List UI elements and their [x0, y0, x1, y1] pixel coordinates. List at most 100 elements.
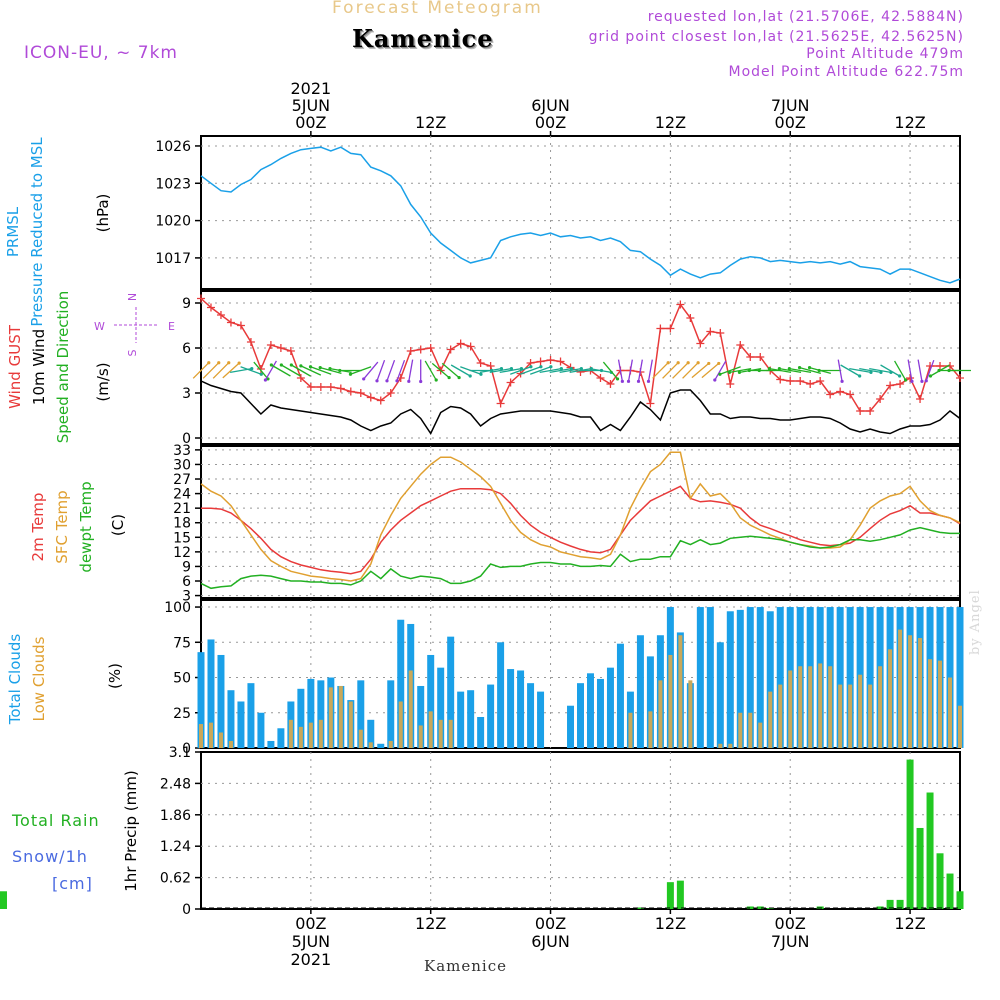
- y-tick-label: 6: [182, 574, 191, 590]
- low-cloud-bar: [338, 685, 343, 748]
- bottom-time-label: 7JUN: [771, 932, 810, 951]
- model-point-altitude: Model Point Altitude 622.75m: [728, 64, 964, 80]
- panel-frame: [200, 751, 961, 910]
- wind-arrow-head: [620, 379, 624, 383]
- total-cloud-bar: [846, 607, 854, 748]
- wind-arrow-head: [615, 377, 620, 381]
- total-cloud-bar: [646, 656, 654, 748]
- wind-arrow: [769, 367, 792, 374]
- wind-arrow-head: [279, 363, 283, 367]
- wind-arrow-head: [910, 379, 914, 383]
- wind-arrow-head: [937, 368, 941, 373]
- wind-arrow-head: [499, 366, 504, 371]
- wind-arrow-head: [879, 370, 883, 375]
- wind-arrow: [662, 362, 679, 379]
- y-tick-label: 0: [182, 431, 191, 447]
- wind-arrow: [192, 362, 210, 379]
- low-cloud-bar: [308, 722, 313, 748]
- total-cloud-bar: [766, 611, 774, 748]
- bottom-time-label: 12Z: [655, 914, 686, 933]
- gust-marker: [876, 395, 885, 403]
- total-cloud-bar: [247, 683, 255, 748]
- total-cloud-bar: [267, 740, 275, 748]
- wind-arrow-head: [362, 377, 366, 381]
- total-cloud-bar: [517, 670, 525, 748]
- gust-marker: [296, 374, 305, 382]
- gust-marker: [556, 357, 565, 366]
- low-cloud-bar: [418, 725, 423, 748]
- wind-arrow: [840, 364, 860, 377]
- wind-arrow: [212, 362, 230, 379]
- wind-arrow: [602, 361, 619, 380]
- gust-marker: [796, 377, 805, 385]
- wind-arrow-head: [434, 378, 438, 382]
- wind-arrow-head: [289, 363, 293, 367]
- gust-marker: [476, 359, 485, 367]
- top-time-label: 12Z: [894, 113, 925, 132]
- wind-arrow: [894, 360, 907, 381]
- wind-arrow: [253, 361, 269, 380]
- wind-arrow-head: [259, 372, 263, 376]
- total-cloud-bar: [567, 705, 575, 748]
- wind-arrow-head: [579, 366, 583, 371]
- wind-arrow-head: [898, 374, 902, 378]
- wind-arrow-head: [713, 378, 717, 382]
- gust-marker: [336, 384, 345, 393]
- wind-arrow-head: [928, 374, 933, 378]
- wind-arrow-head: [858, 374, 862, 378]
- wind-arrow-head: [696, 361, 700, 365]
- grid-point-coords: grid point closest lon,lat (21.5625E, 42…: [588, 29, 964, 45]
- wind-arrow-head: [479, 372, 483, 376]
- gust-marker: [386, 389, 395, 397]
- gust-marker: [676, 300, 685, 309]
- gust-marker: [956, 374, 964, 382]
- gust-marker: [776, 375, 785, 384]
- total-cloud-bar: [387, 680, 395, 748]
- y-tick-label: 75: [173, 635, 191, 651]
- wind-arrow: [431, 362, 450, 379]
- wind-arrow: [637, 359, 643, 382]
- y-tick-label: 0: [182, 902, 191, 918]
- low-cloud-bar: [768, 691, 773, 748]
- unit-label: (m/s): [94, 362, 112, 401]
- total-cloud-bar: [866, 607, 874, 748]
- wind-arrow-head: [717, 361, 721, 366]
- wind-arrow: [549, 367, 572, 374]
- rain-bar: [0, 891, 7, 909]
- total-cloud-bar: [507, 669, 515, 748]
- total-cloud-bar: [776, 607, 784, 748]
- wind-arrow: [271, 364, 291, 377]
- location-title: Kamenice: [352, 24, 494, 53]
- low-cloud-bar: [728, 743, 733, 748]
- requested-coords: requested lon,lat (21.5706E, 42.5884N): [647, 9, 964, 25]
- wind-arrow: [310, 366, 332, 375]
- rain-bar: [746, 906, 754, 909]
- total-cloud-bar: [616, 643, 624, 748]
- rain-bar: [896, 899, 904, 909]
- wind-arrow: [925, 359, 935, 382]
- wind-arrow-head: [797, 366, 802, 370]
- wind-arrow: [363, 361, 379, 380]
- low-cloud-bar: [328, 687, 333, 748]
- wind-arrow: [489, 367, 512, 374]
- total-cloud-bar: [317, 680, 325, 748]
- y-tick-label: 6: [182, 341, 191, 357]
- panel-wind: 0 3 6 9 Wind GUST 10m Wind Speed and Direction…: [6, 290, 971, 447]
- wind-arrow: [714, 360, 727, 381]
- total-cloud-bar: [696, 607, 704, 748]
- gust-marker: [197, 294, 205, 303]
- total-cloud-bar: [586, 673, 594, 748]
- wind-arrow: [529, 366, 552, 375]
- y-tick-label: 50: [173, 671, 191, 687]
- wind-arrow: [627, 359, 633, 382]
- total-cloud-bar: [537, 691, 545, 748]
- low-cloud-bar: [718, 743, 723, 748]
- total-cloud-bar: [217, 654, 225, 748]
- wind-arrow-head: [237, 361, 241, 365]
- wind-arrow: [589, 367, 612, 374]
- wind-arrow: [849, 367, 872, 374]
- wind-arrow-head: [308, 365, 313, 369]
- low-cloud-bar: [358, 729, 363, 748]
- wind-arrow: [701, 362, 720, 379]
- gust-marker: [456, 339, 465, 348]
